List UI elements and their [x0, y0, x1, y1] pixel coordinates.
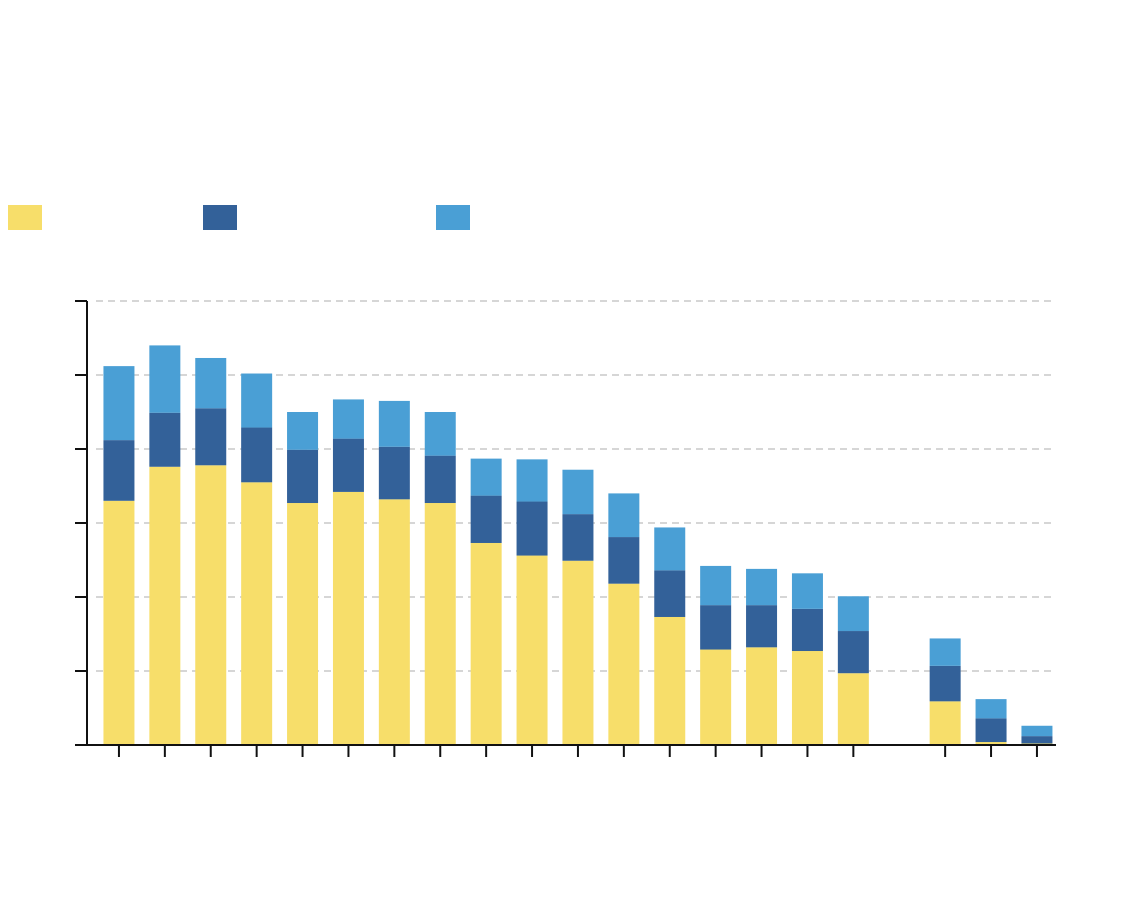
bar-segment — [103, 500, 135, 745]
bar-segment — [562, 560, 594, 745]
bar-segment — [929, 665, 961, 702]
bar-segment — [654, 570, 686, 617]
bar-segment — [929, 638, 961, 666]
bar-segment — [424, 412, 456, 456]
bar-segment — [1021, 725, 1053, 737]
bar-segment — [424, 455, 456, 504]
bar-segment — [746, 605, 778, 648]
bar-segment — [1021, 736, 1053, 744]
bar-segment — [975, 718, 1007, 743]
bars — [103, 345, 1053, 745]
bar-segment — [424, 503, 456, 745]
bar-segment — [700, 565, 732, 606]
legend-swatch — [203, 205, 237, 230]
bar-segment — [516, 555, 548, 745]
bar-segment — [608, 493, 640, 538]
bar-segment — [929, 701, 961, 745]
bar-segment — [837, 673, 869, 745]
bar-segment — [103, 440, 135, 501]
bar-segment — [332, 399, 364, 439]
legend-swatch — [436, 205, 470, 230]
bar-segment — [241, 427, 273, 483]
bar-segment — [837, 631, 869, 674]
bar-segment — [654, 527, 686, 571]
bar-segment — [287, 412, 319, 450]
bar-segment — [332, 438, 364, 492]
bar-segment — [378, 499, 410, 745]
bar-segment — [195, 357, 227, 409]
bar-segment — [149, 412, 181, 467]
bar-segment — [700, 605, 732, 650]
bar-segment — [746, 568, 778, 606]
bar-segment — [287, 449, 319, 504]
bar-segment — [654, 616, 686, 745]
bar-segment — [975, 699, 1007, 719]
bar-segment — [149, 345, 181, 413]
legend — [8, 205, 470, 230]
bar-segment — [562, 469, 594, 515]
bar-segment — [975, 742, 1007, 745]
bar-segment — [746, 647, 778, 745]
bar-segment — [241, 482, 273, 745]
bar-segment — [791, 573, 823, 609]
bar-segment — [287, 503, 319, 745]
bar-segment — [562, 514, 594, 561]
bar-segment — [195, 465, 227, 745]
bar-segment — [470, 542, 502, 745]
bar-segment — [700, 649, 732, 745]
bar-segment — [837, 596, 869, 632]
bar-segment — [103, 366, 135, 441]
bar-segment — [378, 400, 410, 447]
bar-segment — [791, 651, 823, 745]
bar-segment — [608, 537, 640, 584]
bar-segment — [791, 608, 823, 652]
bar-segment — [149, 466, 181, 745]
legend-swatch — [8, 205, 42, 230]
bar-segment — [516, 501, 548, 556]
bar-segment — [378, 446, 410, 500]
bar-segment — [241, 373, 273, 428]
axes — [75, 300, 1056, 757]
bar-segment — [516, 459, 548, 502]
bar-segment — [608, 583, 640, 745]
bar-segment — [470, 495, 502, 543]
bar-segment — [470, 458, 502, 496]
bar-segment — [195, 408, 227, 466]
bar-segment — [332, 491, 364, 745]
